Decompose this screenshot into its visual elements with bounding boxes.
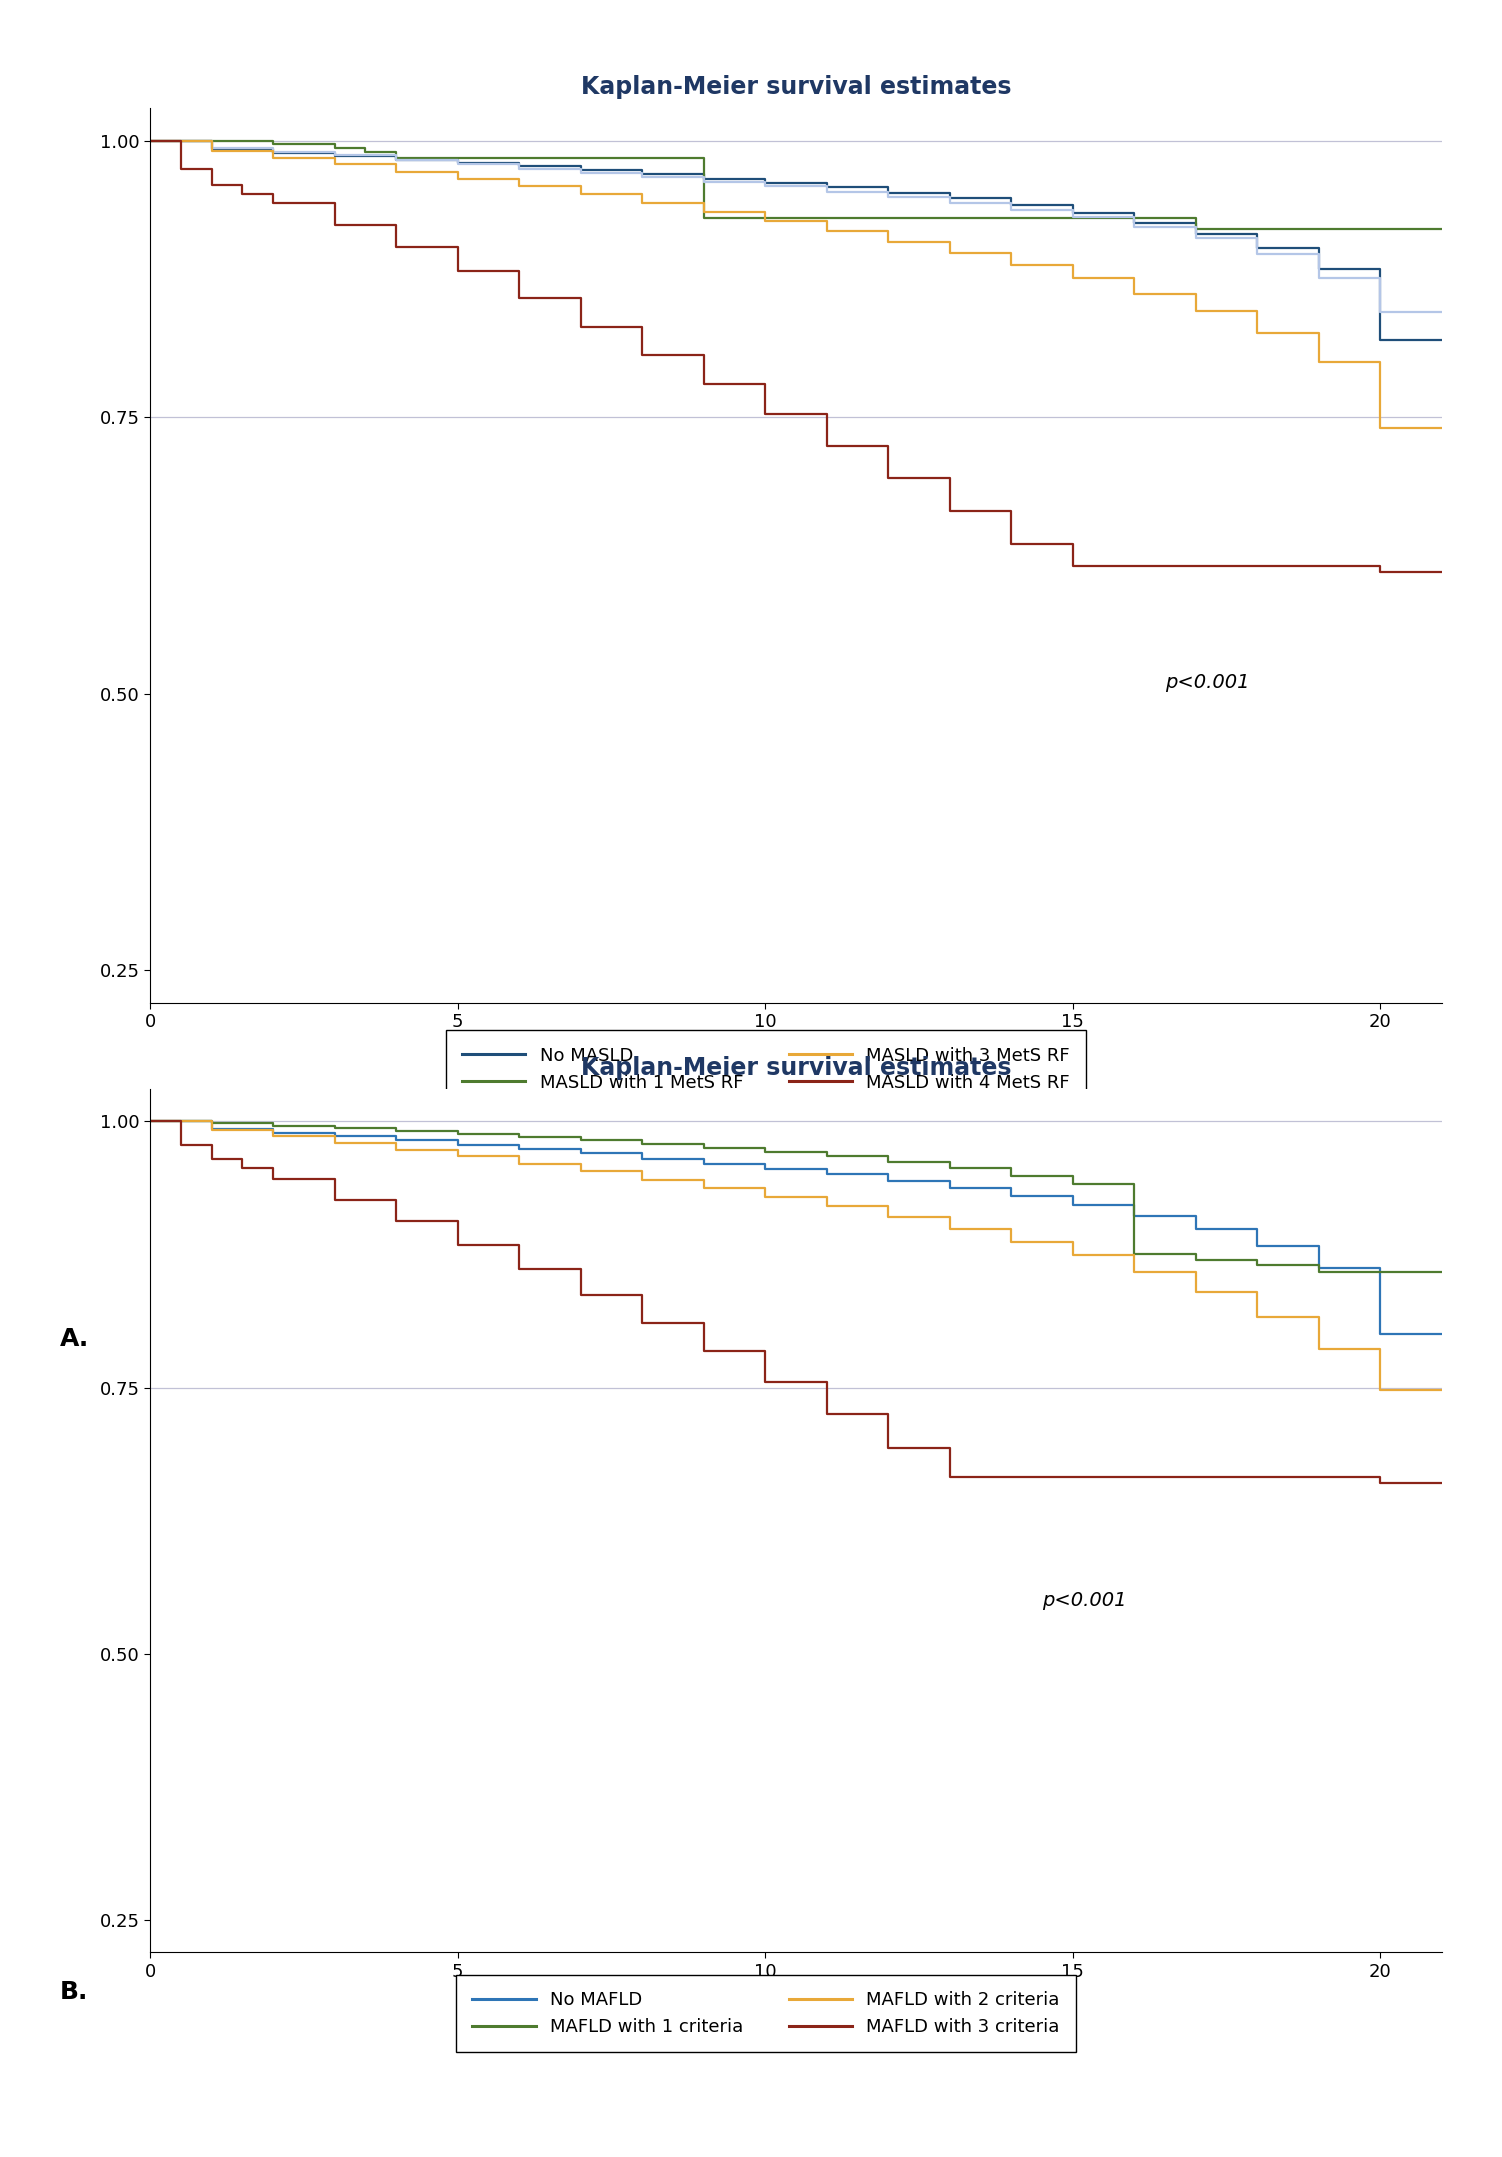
Title: Kaplan-Meier survival estimates: Kaplan-Meier survival estimates	[581, 1057, 1011, 1081]
Title: Kaplan-Meier survival estimates: Kaplan-Meier survival estimates	[581, 75, 1011, 99]
Text: p<0.001: p<0.001	[1166, 673, 1250, 692]
Legend: No MAFLD, MAFLD with 1 criteria, MAFLD with 2 criteria, MAFLD with 3 criteria: No MAFLD, MAFLD with 1 criteria, MAFLD w…	[457, 1974, 1075, 2051]
Text: p<0.001: p<0.001	[1042, 1592, 1126, 1609]
Legend: No MASLD, MASLD with 1 MetS RF, MASLD with 2 MetS RF, MASLD with 3 MetS RF, MASL: No MASLD, MASLD with 1 MetS RF, MASLD wi…	[446, 1031, 1086, 1135]
Text: B.: B.	[60, 1980, 89, 2004]
X-axis label: analysis time: analysis time	[736, 1038, 856, 1055]
Text: A.: A.	[60, 1327, 89, 1350]
X-axis label: analysis time: analysis time	[736, 1987, 856, 2004]
